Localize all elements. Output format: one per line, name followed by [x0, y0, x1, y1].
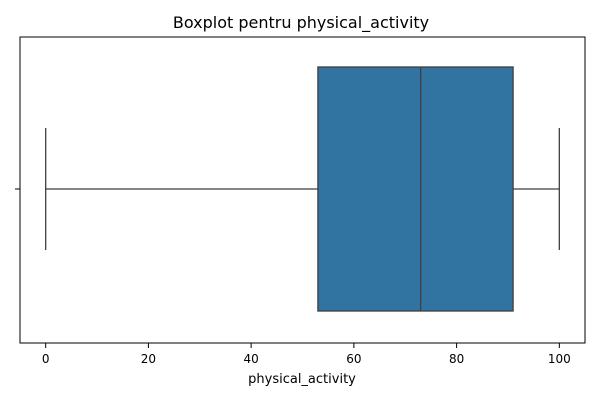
box-group	[45, 66, 560, 312]
x-axis-label: physical_activity	[248, 372, 356, 387]
x-tick-label: 80	[449, 352, 464, 366]
x-tick-label: 40	[243, 352, 258, 366]
x-tick-label: 20	[141, 352, 156, 366]
chart-title: Boxplot pentru physical_activity	[173, 13, 429, 33]
iqr-box	[317, 66, 514, 312]
plot-area-frame	[19, 36, 586, 344]
x-tick-label: 100	[548, 352, 571, 366]
x-tick-label: 0	[42, 352, 50, 366]
x-axis-ticks: 0 20 40 60 80 100	[42, 343, 571, 366]
x-tick-label: 60	[346, 352, 361, 366]
